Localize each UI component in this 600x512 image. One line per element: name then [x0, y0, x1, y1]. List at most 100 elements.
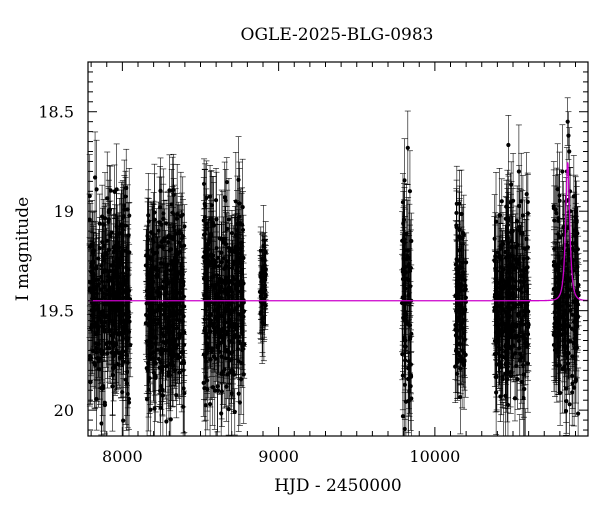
data-point — [174, 284, 179, 289]
data-point — [166, 234, 171, 239]
data-point — [171, 289, 176, 295]
data-point — [201, 181, 207, 187]
data-point — [232, 323, 237, 328]
data-point-season-2 — [181, 288, 188, 376]
data-point-season-1 — [126, 201, 133, 303]
data-point-season-3 — [201, 229, 208, 274]
data-point — [118, 281, 123, 286]
data-point — [152, 320, 157, 325]
data-point — [157, 205, 163, 210]
data-point — [239, 360, 244, 366]
data-point — [105, 351, 110, 356]
data-point-season-2 — [168, 270, 175, 361]
data-point — [123, 248, 128, 253]
data-point — [94, 265, 99, 270]
data-point — [208, 329, 213, 334]
data-point — [158, 188, 163, 194]
data-point — [201, 218, 206, 223]
data-point-season-1 — [92, 131, 99, 224]
data-point-season-2 — [144, 343, 151, 398]
data-point — [99, 352, 105, 357]
data-point — [219, 284, 224, 290]
data-point — [182, 391, 187, 396]
data-point — [151, 370, 157, 376]
data-point-season-3 — [231, 275, 238, 376]
data-point — [117, 231, 122, 236]
data-point-season-2 — [159, 349, 166, 436]
data-point — [168, 361, 173, 366]
data-point — [211, 223, 216, 228]
data-point — [144, 288, 149, 293]
data-point — [112, 319, 117, 324]
data-point — [121, 418, 126, 423]
data-point — [206, 346, 211, 351]
data-point — [174, 393, 179, 398]
data-point — [113, 303, 118, 308]
data-point — [237, 201, 242, 206]
data-point — [114, 240, 119, 245]
data-point-season-3 — [211, 273, 218, 334]
data-point-season-1 — [108, 208, 115, 257]
data-point-season-3 — [221, 161, 228, 233]
data-point — [160, 244, 165, 249]
data-point-season-3 — [225, 248, 232, 336]
data-point-season-2 — [148, 237, 155, 334]
data-point-season-1 — [123, 148, 130, 228]
data-point — [208, 259, 213, 264]
data-point-season-2 — [157, 157, 164, 225]
data-point-season-3 — [229, 290, 236, 385]
data-point — [124, 265, 129, 270]
data-point — [226, 289, 231, 295]
data-point — [167, 326, 172, 331]
data-point — [125, 360, 130, 365]
data-point — [217, 236, 222, 241]
data-point — [95, 277, 101, 282]
data-point — [144, 397, 150, 402]
data-point — [178, 231, 183, 236]
data-point — [121, 359, 126, 364]
data-point — [119, 330, 124, 335]
data-point — [152, 360, 157, 365]
data-point — [88, 355, 94, 361]
data-point — [240, 205, 245, 210]
data-point — [217, 304, 222, 309]
data-point-season-3 — [222, 237, 229, 331]
data-point — [110, 341, 115, 347]
data-point — [163, 273, 168, 278]
data-point — [170, 339, 175, 344]
data-point-season-3 — [201, 158, 208, 210]
data-point — [224, 179, 229, 185]
data-point — [205, 387, 210, 392]
data-point-season-1 — [98, 312, 105, 388]
data-point — [209, 254, 214, 259]
data-point — [208, 231, 213, 236]
data-point-season-3 — [207, 216, 214, 308]
data-point — [235, 221, 240, 227]
data-point — [102, 327, 107, 332]
data-point — [221, 338, 226, 343]
data-point — [170, 351, 176, 356]
data-point — [177, 333, 182, 338]
data-point — [125, 308, 130, 313]
data-point — [123, 194, 128, 199]
data-point — [165, 304, 170, 309]
data-point-season-2 — [171, 331, 178, 381]
data-point — [212, 301, 217, 306]
data-point-season-2 — [158, 306, 165, 402]
data-point-season-1 — [88, 313, 95, 403]
data-point-season-2 — [157, 166, 164, 249]
data-point — [207, 324, 212, 329]
data-point — [151, 350, 156, 355]
data-point — [159, 352, 164, 357]
data-point — [114, 309, 119, 314]
data-point — [102, 402, 108, 408]
data-point — [155, 268, 160, 273]
data-point — [234, 297, 240, 303]
data-point-season-2 — [170, 163, 177, 217]
data-point — [233, 250, 238, 255]
data-point-season-2 — [143, 229, 150, 282]
data-point-season-1 — [118, 181, 125, 267]
data-point-season-3 — [236, 220, 243, 277]
data-point — [123, 324, 128, 329]
